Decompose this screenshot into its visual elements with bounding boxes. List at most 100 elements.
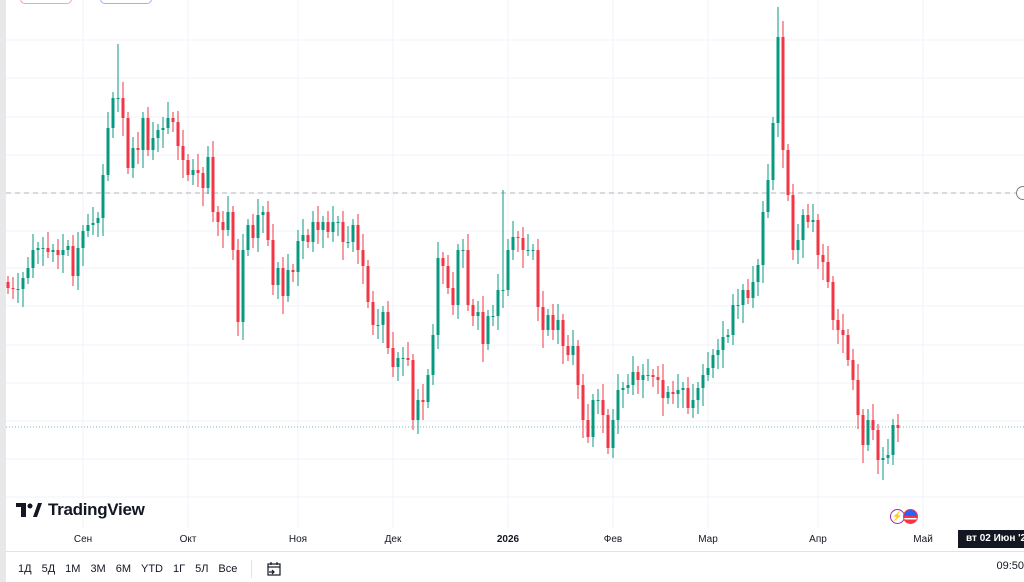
candle-up xyxy=(141,118,145,150)
candle-down xyxy=(816,220,820,255)
candle-down xyxy=(266,212,270,240)
candle-up xyxy=(151,138,155,150)
candle-up xyxy=(666,392,670,398)
candle-up xyxy=(36,248,40,250)
candle-down xyxy=(821,255,825,262)
candle-up xyxy=(226,212,230,230)
candle-down xyxy=(671,392,675,394)
candle-up xyxy=(156,130,160,138)
candle-down xyxy=(471,305,475,316)
candle-up xyxy=(726,335,730,337)
candle-up xyxy=(111,98,115,128)
candle-up xyxy=(51,250,55,252)
candle-up xyxy=(396,358,400,367)
candle-down xyxy=(781,37,785,150)
candle-down xyxy=(576,346,580,385)
candle-up xyxy=(96,218,100,223)
candlestick-chart[interactable] xyxy=(0,0,1024,528)
candle-up xyxy=(796,240,800,250)
candle-up xyxy=(531,250,535,251)
range-1y[interactable]: 1Г xyxy=(173,563,186,575)
candle-down xyxy=(561,320,565,346)
candle-down xyxy=(581,385,585,420)
candle-up xyxy=(641,375,645,380)
candle-down xyxy=(656,377,660,380)
candle-up xyxy=(621,388,625,390)
candle-up xyxy=(681,388,685,390)
candle-down xyxy=(126,118,130,168)
candle-up xyxy=(381,312,385,325)
candle-up xyxy=(736,305,740,306)
candle-up xyxy=(296,241,300,272)
go-to-date-calendar-icon[interactable] xyxy=(266,561,282,577)
candle-up xyxy=(81,231,85,248)
candle-down xyxy=(411,360,415,420)
candle-up xyxy=(596,400,600,401)
candle-up xyxy=(506,250,510,290)
candle-down xyxy=(71,246,75,276)
candle-up xyxy=(741,290,745,305)
candle-up xyxy=(426,375,430,402)
candle-up xyxy=(776,37,780,123)
candle-up xyxy=(246,225,250,250)
candle-down xyxy=(651,375,655,377)
range-3m[interactable]: 3М xyxy=(90,563,106,575)
candle-down xyxy=(196,170,200,173)
range-ytd[interactable]: YTD xyxy=(141,563,163,575)
range-1d[interactable]: 1Д xyxy=(18,563,32,575)
toolbar-divider xyxy=(251,560,253,578)
candle-down xyxy=(391,348,395,367)
range-5d[interactable]: 5Д xyxy=(41,563,56,575)
chart-events[interactable]: ⚡ xyxy=(890,509,918,524)
candle-down xyxy=(386,312,390,348)
candle-down xyxy=(441,258,445,266)
candle-up xyxy=(401,358,405,359)
candle-up xyxy=(676,390,680,394)
candle-up xyxy=(26,268,30,278)
candle-down xyxy=(211,157,215,212)
candle-down xyxy=(181,146,185,160)
tradingview-logo[interactable]: TradingView xyxy=(16,500,145,520)
candle-up xyxy=(766,180,770,212)
candle-up xyxy=(691,400,695,408)
candle-up xyxy=(311,222,315,242)
candle-up xyxy=(756,265,760,282)
candle-down xyxy=(791,195,795,250)
candle-up xyxy=(16,289,20,290)
candle-up xyxy=(526,250,530,251)
range-all[interactable]: Все xyxy=(218,563,238,575)
candle-up xyxy=(416,400,420,420)
candle-up xyxy=(626,385,630,388)
candle-up xyxy=(336,222,340,223)
candle-up xyxy=(321,222,325,230)
crosshair-date-label: вт 02 Июн '26 xyxy=(958,530,1024,548)
range-1m[interactable]: 1М xyxy=(65,563,81,575)
candle-down xyxy=(271,240,275,285)
candle-up xyxy=(376,325,380,326)
candle-up xyxy=(116,98,120,99)
range-6m[interactable]: 6М xyxy=(115,563,131,575)
clock-time: 09:50 xyxy=(996,560,1024,572)
buy-button[interactable] xyxy=(100,0,152,4)
range-5y[interactable]: 5Л xyxy=(195,563,209,575)
candle-down xyxy=(831,282,835,320)
candle-down xyxy=(121,98,125,118)
price-line-settings-icon[interactable] xyxy=(1016,186,1024,200)
brand-name: TradingView xyxy=(48,500,145,519)
candle-down xyxy=(186,160,190,175)
candle-down xyxy=(851,360,855,380)
candle-down xyxy=(316,222,320,230)
candle-down xyxy=(841,330,845,335)
candle-down xyxy=(326,222,330,232)
candle-down xyxy=(856,380,860,415)
candle-up xyxy=(866,420,870,445)
candle-up xyxy=(591,400,595,437)
candle-down xyxy=(846,335,850,360)
candle-up xyxy=(61,250,65,255)
candle-up xyxy=(631,372,635,385)
candle-up xyxy=(511,237,515,250)
candle-down xyxy=(636,372,640,380)
candle-down xyxy=(371,302,375,325)
sell-button[interactable] xyxy=(20,0,72,4)
us-flag-event-icon[interactable] xyxy=(903,509,918,524)
